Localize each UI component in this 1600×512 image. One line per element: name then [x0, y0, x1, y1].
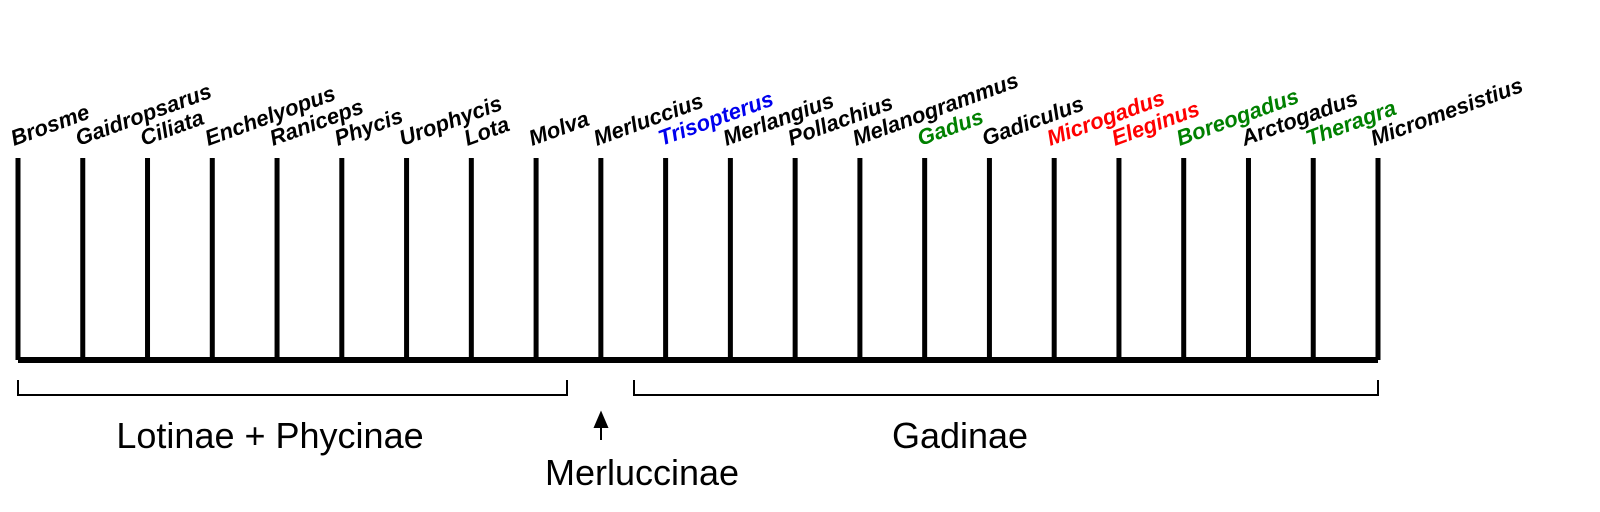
group-label: Gadinae	[892, 415, 1028, 456]
arrow-merluccinae	[593, 410, 609, 440]
group-label: Merluccinae	[545, 452, 739, 493]
group-label: Lotinae + Phycinae	[116, 415, 423, 456]
taxon-label: Molva	[525, 106, 592, 151]
bracket-lotinae	[17, 380, 568, 396]
bracket-gadinae	[633, 380, 1379, 396]
